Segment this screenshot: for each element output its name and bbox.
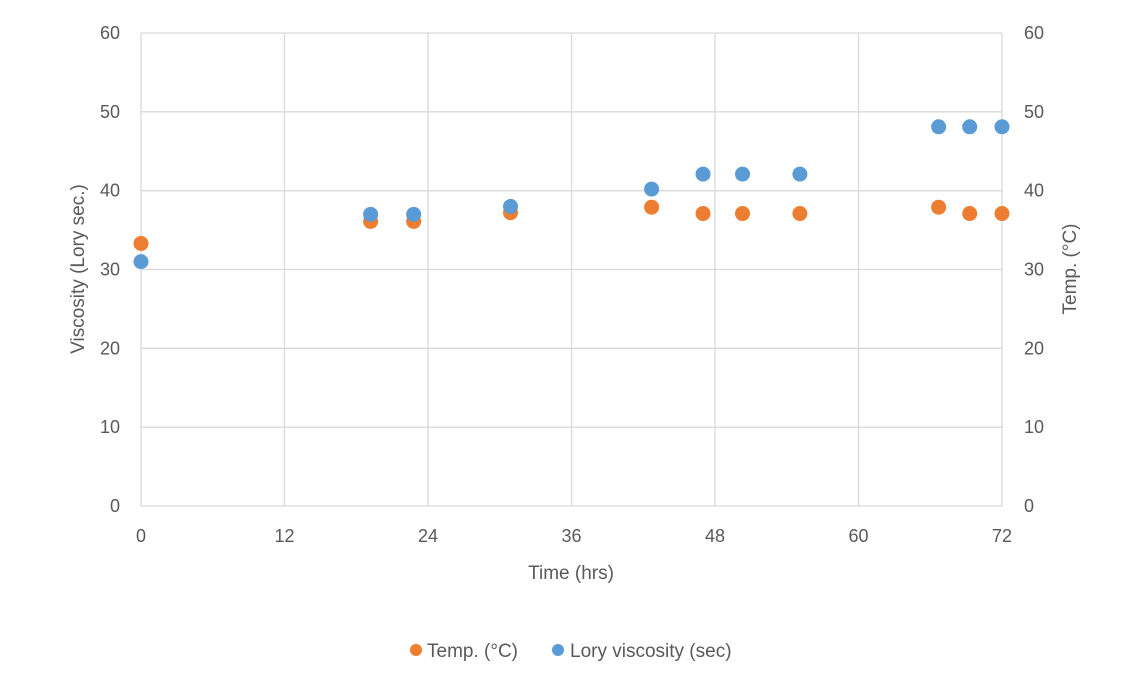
data-point bbox=[931, 199, 947, 215]
y-tick-label: 50 bbox=[100, 102, 120, 122]
data-point bbox=[994, 119, 1010, 135]
data-point bbox=[962, 206, 978, 222]
y-tick-label: 40 bbox=[100, 181, 120, 201]
data-points bbox=[133, 119, 1010, 270]
y-tick-label: 60 bbox=[100, 23, 120, 43]
y2-tick-label: 10 bbox=[1024, 417, 1044, 437]
y2-tick-label: 30 bbox=[1024, 260, 1044, 280]
x-tick-label: 60 bbox=[848, 526, 868, 546]
data-point bbox=[503, 198, 519, 214]
data-point bbox=[363, 206, 379, 222]
data-point bbox=[406, 206, 422, 222]
data-point bbox=[792, 206, 808, 222]
x-tick-label: 12 bbox=[274, 526, 294, 546]
y-tick-label: 10 bbox=[100, 417, 120, 437]
x-tick-label: 24 bbox=[418, 526, 438, 546]
gridlines bbox=[140, 32, 1003, 507]
x-tick-label: 36 bbox=[561, 526, 581, 546]
x-tick-label: 48 bbox=[705, 526, 725, 546]
data-point bbox=[695, 206, 711, 222]
data-point bbox=[994, 206, 1010, 222]
legend: Temp. (°C) Lory viscosity (sec) bbox=[410, 641, 732, 662]
data-point bbox=[792, 166, 808, 182]
x-tick-label: 0 bbox=[136, 526, 146, 546]
data-point bbox=[931, 119, 947, 135]
legend-label-temp: Temp. (°C) bbox=[427, 641, 518, 662]
data-point bbox=[962, 119, 978, 135]
y2-tick-label: 0 bbox=[1024, 496, 1034, 516]
y-tick-label: 0 bbox=[110, 496, 120, 516]
y2-tick-label: 60 bbox=[1024, 23, 1044, 43]
y-tick-label: 20 bbox=[100, 338, 120, 358]
series-1 bbox=[133, 119, 1010, 270]
x-tick-label: 72 bbox=[992, 526, 1012, 546]
legend-marker-viscosity bbox=[552, 644, 564, 656]
right-axis-ticks: 0 10 20 30 40 50 60 bbox=[1024, 23, 1044, 516]
y2-axis-title: Temp. (°C) bbox=[1060, 224, 1081, 315]
legend-marker-temp bbox=[410, 644, 422, 656]
legend-label-viscosity: Lory viscosity (sec) bbox=[570, 641, 732, 662]
y2-tick-label: 50 bbox=[1024, 102, 1044, 122]
data-point bbox=[644, 181, 660, 197]
y2-tick-label: 20 bbox=[1024, 338, 1044, 358]
data-point bbox=[735, 166, 751, 182]
y-axis-title: Viscosity (Lory sec.) bbox=[68, 184, 89, 354]
data-point bbox=[644, 199, 660, 215]
left-axis-ticks: 0 10 20 30 40 50 60 bbox=[100, 23, 120, 516]
x-axis-ticks: 0 12 24 36 48 60 72 bbox=[136, 526, 1012, 546]
data-point bbox=[735, 206, 751, 222]
x-axis-title: Time (hrs) bbox=[528, 563, 614, 584]
y2-tick-label: 40 bbox=[1024, 181, 1044, 201]
y-tick-label: 30 bbox=[100, 260, 120, 280]
data-point bbox=[695, 166, 711, 182]
data-point bbox=[133, 254, 149, 270]
data-point bbox=[133, 235, 149, 251]
